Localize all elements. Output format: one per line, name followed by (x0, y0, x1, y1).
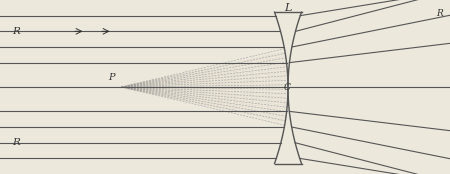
Text: C: C (284, 82, 291, 92)
Text: R: R (13, 138, 21, 147)
Text: R: R (436, 9, 443, 18)
Text: P: P (108, 73, 115, 82)
Text: L: L (284, 3, 292, 13)
Text: R: R (13, 27, 21, 36)
